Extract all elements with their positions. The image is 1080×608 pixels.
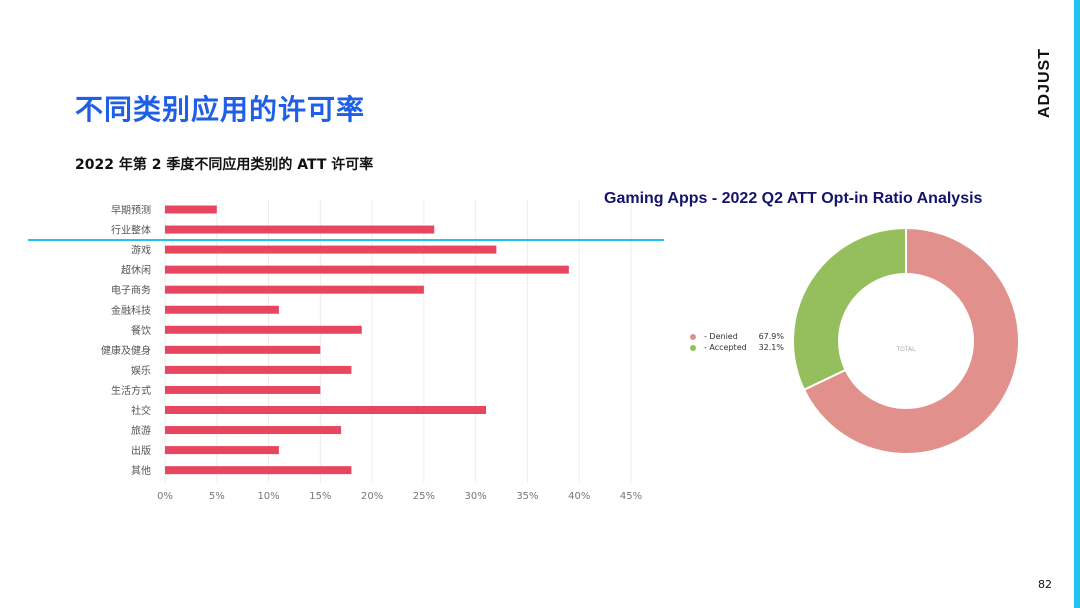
donut-legend: - Denied 67.9% - Accepted 32.1%	[690, 331, 784, 353]
bar	[165, 285, 424, 294]
y-category-label: 超休闲	[121, 264, 151, 277]
bar	[165, 385, 321, 394]
x-tick-label: 45%	[620, 491, 642, 502]
x-tick-label: 40%	[568, 491, 590, 502]
legend-value-denied: 67.9%	[758, 332, 784, 341]
highlight-divider-line	[28, 239, 664, 241]
y-category-label: 游戏	[131, 244, 151, 257]
page-number: 82	[1038, 578, 1052, 591]
x-tick-label: 5%	[209, 491, 225, 502]
y-category-label: 其他	[131, 464, 151, 477]
y-category-label: 早期预测	[111, 204, 151, 217]
x-tick-label: 30%	[465, 491, 487, 502]
right-accent-stripe	[1074, 0, 1080, 608]
x-tick-label: 0%	[157, 491, 173, 502]
bar	[165, 265, 569, 274]
bar	[165, 426, 342, 435]
y-category-label: 娱乐	[131, 364, 151, 377]
bar	[165, 365, 352, 374]
y-category-label: 电子商务	[111, 284, 151, 297]
bar	[165, 305, 279, 314]
legend-item-denied: - Denied 67.9%	[690, 331, 784, 342]
donut-center-label: TOTAL	[895, 346, 916, 353]
page-title: 不同类别应用的许可率	[75, 93, 366, 126]
bar	[165, 225, 435, 234]
bar	[165, 325, 362, 334]
bar	[165, 446, 279, 455]
x-tick-label: 15%	[309, 491, 331, 502]
donut-slice-denied	[802, 226, 1020, 455]
x-tick-label: 25%	[413, 491, 435, 502]
legend-label-accepted: - Accepted	[704, 343, 747, 352]
legend-swatch-denied	[690, 333, 696, 340]
y-category-label: 餐饮	[131, 324, 151, 337]
x-tick-label: 35%	[516, 491, 538, 502]
bar	[165, 345, 321, 354]
donut-chart-title: Gaming Apps - 2022 Q2 ATT Opt-in Ratio A…	[604, 190, 983, 207]
bar	[165, 205, 217, 214]
y-category-label: 出版	[131, 444, 151, 457]
bar	[165, 406, 487, 414]
bar	[165, 466, 352, 475]
x-tick-label: 10%	[257, 491, 279, 502]
y-category-label: 健康及健身	[101, 344, 151, 357]
bar-chart-title: 2022 年第 2 季度不同应用类别的 ATT 许可率	[75, 157, 374, 173]
donut-slice-accepted	[792, 226, 907, 392]
y-category-label: 旅游	[131, 424, 151, 437]
bar-chart: 0% 5% 10% 15% 20% 25% 30% 35% 40% 45% 早期预测行业整体游戏超休…	[101, 200, 642, 502]
legend-swatch-accepted	[690, 344, 696, 351]
y-category-label: 社交	[131, 404, 151, 417]
legend-item-accepted: - Accepted 32.1%	[690, 342, 784, 353]
legend-label-denied: - Denied	[704, 332, 738, 341]
y-category-label: 行业整体	[111, 224, 151, 237]
legend-value-accepted: 32.1%	[758, 343, 784, 352]
y-category-label: 金融科技	[111, 304, 151, 317]
y-category-label: 生活方式	[111, 384, 151, 397]
bar	[165, 245, 497, 254]
x-tick-label: 20%	[361, 491, 383, 502]
brand-logo: ADJUST	[1036, 47, 1053, 119]
